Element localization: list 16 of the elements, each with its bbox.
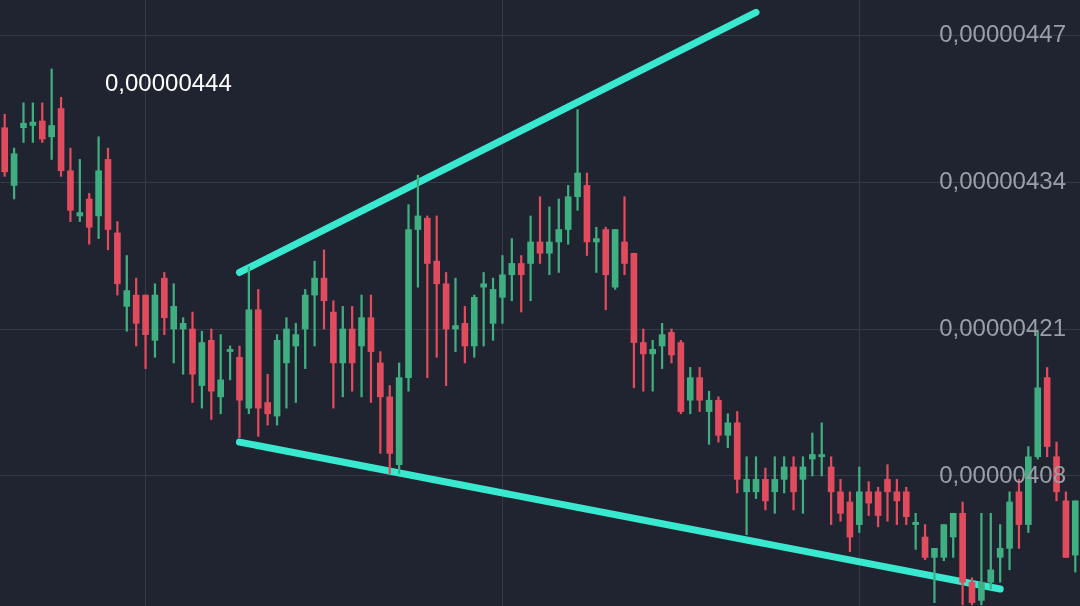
- y-tick-label: 0,00000434: [939, 166, 1066, 194]
- candlestick: [574, 109, 581, 211]
- candlestick: [621, 196, 628, 276]
- candlestick: [358, 294, 365, 398]
- y-tick-label: 0,00000447: [939, 19, 1066, 47]
- candlestick: [978, 512, 985, 606]
- candlestick: [527, 215, 534, 302]
- candlestick: [452, 277, 459, 352]
- candlestick: [311, 260, 318, 347]
- candlestick: [743, 456, 750, 536]
- candlestick: [884, 464, 891, 522]
- annotation: 0,00000444: [105, 68, 232, 96]
- candlestick: [20, 102, 27, 143]
- candlestick: [931, 548, 938, 603]
- y-tick-label: 0,00000421: [939, 313, 1066, 341]
- candlestick: [546, 206, 553, 276]
